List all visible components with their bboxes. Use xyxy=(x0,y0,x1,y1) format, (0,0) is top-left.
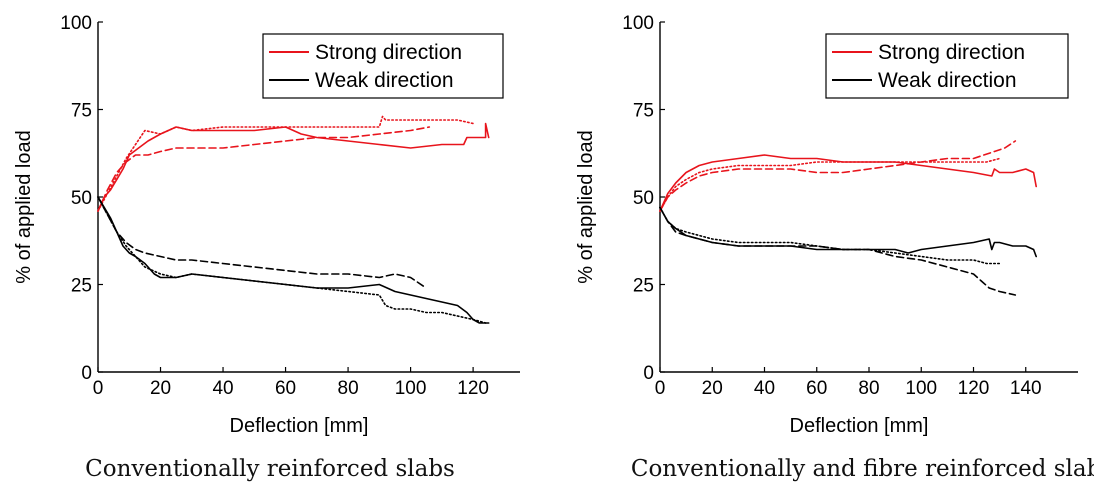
series-line-weak-dashed xyxy=(659,206,1017,296)
series-line-strong-dashed xyxy=(659,140,1017,212)
chart-caption: Conventionally reinforced slabs xyxy=(85,456,455,482)
legend: Strong direction Weak direction xyxy=(262,33,504,99)
x-tick-label: 40 xyxy=(754,378,775,399)
series-line-weak-solid xyxy=(97,196,490,324)
legend-label: Strong direction xyxy=(315,41,462,64)
x-tick-label: 20 xyxy=(702,378,723,399)
x-tick-label: 60 xyxy=(275,378,296,399)
series-line-strong-dotted xyxy=(97,115,474,212)
y-tick-label: 0 xyxy=(81,363,92,384)
series-line-weak-dotted xyxy=(97,196,487,324)
y-axis-label: % of applied load xyxy=(13,130,35,283)
y-tick-label: 0 xyxy=(643,363,654,384)
y-tick-label: 25 xyxy=(633,276,654,297)
series-line-weak-dashed xyxy=(97,196,428,289)
x-tick-label: 100 xyxy=(395,378,427,399)
chart-caption: Conventionally and fibre reinforced slab… xyxy=(631,456,1094,482)
x-axis-label: Deflection [mm] xyxy=(230,415,369,437)
x-tick-label: 0 xyxy=(93,378,104,399)
series-line-strong-dotted xyxy=(659,157,1001,212)
legend-label: Weak direction xyxy=(878,69,1017,92)
y-tick-label: 25 xyxy=(71,276,92,297)
x-tick-label: 80 xyxy=(338,378,359,399)
y-tick-label: 50 xyxy=(71,188,92,209)
chart-panel-fibre: 0 20 40 60 80 100 120 140 0 25 50 75 100 Deflection [… xyxy=(575,13,1094,482)
x-tick-label: 120 xyxy=(457,378,489,399)
y-axis-label: % of applied load xyxy=(575,130,597,283)
x-tick-label: 100 xyxy=(905,378,937,399)
legend-box xyxy=(262,33,504,99)
y-tick-label: 100 xyxy=(622,13,654,34)
x-tick-label: 20 xyxy=(150,378,171,399)
y-tick-label: 100 xyxy=(60,13,92,34)
x-tick-label: 60 xyxy=(806,378,827,399)
series-line-strong-dashed xyxy=(97,126,431,212)
legend-box xyxy=(825,33,1069,99)
series-line-weak-dotted xyxy=(659,206,1001,265)
legend: Strong direction Weak direction xyxy=(825,33,1069,99)
x-tick-label: 0 xyxy=(655,378,666,399)
y-tick-label: 75 xyxy=(633,101,654,122)
y-tick-label: 75 xyxy=(71,101,92,122)
x-tick-label: 140 xyxy=(1010,378,1042,399)
x-tick-label: 40 xyxy=(212,378,233,399)
chart-panel-conventional: 0 20 40 60 80 100 120 0 25 50 75 100 Deflection [mm]… xyxy=(13,13,520,482)
legend-label: Strong direction xyxy=(878,41,1025,64)
x-axis-label: Deflection [mm] xyxy=(790,415,929,437)
series-line-strong-solid xyxy=(659,154,1037,212)
series-line-weak-solid xyxy=(659,206,1037,258)
legend-label: Weak direction xyxy=(315,69,454,92)
x-tick-label: 80 xyxy=(858,378,879,399)
series-line-strong-solid xyxy=(97,122,490,212)
x-tick-label: 120 xyxy=(958,378,990,399)
y-tick-label: 50 xyxy=(633,188,654,209)
